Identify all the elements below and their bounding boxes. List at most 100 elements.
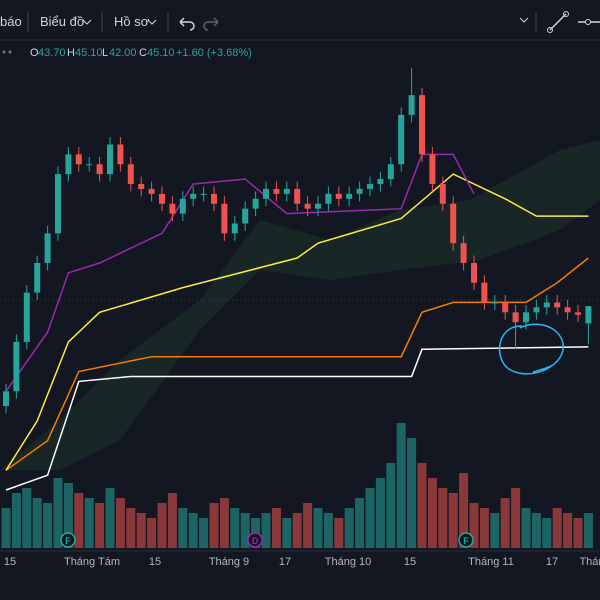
- volume-bar: [115, 498, 125, 548]
- event-label: F: [463, 536, 469, 546]
- dropdown-icon: [147, 19, 157, 25]
- horizontal-line-tool[interactable]: [578, 19, 600, 25]
- candle-body: [3, 391, 9, 407]
- volume-bar: [209, 503, 219, 548]
- candle-body: [439, 183, 446, 204]
- volume-bar: [531, 513, 541, 548]
- candle-body: [325, 193, 332, 204]
- x-axis-label: 15: [4, 556, 16, 568]
- candle-body: [65, 154, 72, 175]
- tool-dot: [585, 19, 591, 25]
- candle-body: [169, 203, 176, 214]
- candle-body: [273, 188, 280, 194]
- candle-body: [117, 144, 124, 165]
- high-label: H: [67, 47, 75, 59]
- candle-body: [34, 262, 41, 293]
- x-axis-label: 15: [149, 556, 161, 568]
- tool-dot: [547, 27, 553, 33]
- tool-dot: [563, 11, 569, 17]
- candle-body: [512, 312, 519, 323]
- candle-body: [356, 188, 363, 194]
- volume-bar: [32, 498, 42, 548]
- candle-body: [585, 306, 592, 324]
- drawn-circle: [499, 323, 565, 375]
- volume-bar: [271, 508, 281, 548]
- candle-body: [398, 114, 405, 165]
- x-axis-label: Tháng 9: [209, 556, 249, 568]
- candle-body: [96, 164, 103, 175]
- redo-button[interactable]: [203, 17, 219, 31]
- volume-bar: [573, 518, 583, 548]
- volume-bar: [11, 493, 21, 548]
- candle-body: [211, 193, 217, 204]
- candle-body: [294, 188, 301, 204]
- menu-report[interactable]: báo: [0, 14, 22, 29]
- trendline-tool[interactable]: [547, 11, 569, 33]
- candle-body: [242, 208, 249, 224]
- volume-bar: [344, 508, 354, 548]
- candle-body: [387, 164, 394, 180]
- volume-bar: [427, 478, 437, 548]
- tool-line: [549, 13, 567, 31]
- volume-bar: [167, 493, 177, 548]
- candle-body: [533, 307, 540, 313]
- volume-bar: [583, 513, 593, 548]
- candle-body: [543, 302, 550, 308]
- candle-body: [159, 193, 165, 204]
- volume-bar: [448, 493, 458, 548]
- low-label: L: [102, 47, 108, 59]
- candle-body: [564, 307, 571, 313]
- volume-bar: [417, 463, 427, 548]
- event-marker: [247, 532, 263, 548]
- volume-bar: [375, 478, 385, 548]
- volume-bar: [313, 508, 323, 548]
- volume-bar: [178, 508, 188, 548]
- candle-body: [502, 302, 509, 313]
- volume-bar: [469, 503, 479, 548]
- legend-dot: [2, 50, 6, 54]
- candle-body: [138, 183, 145, 189]
- volume-bar: [365, 488, 375, 548]
- menu-chart[interactable]: Biểu đồ: [40, 14, 84, 29]
- candle-body: [231, 223, 238, 234]
- low-value: 42.00: [109, 47, 137, 59]
- volume-bar: [199, 518, 209, 548]
- menu-profile[interactable]: Hồ sơ: [114, 14, 150, 29]
- volume-bar: [136, 513, 146, 548]
- undo-button[interactable]: [179, 17, 195, 31]
- event-marker: [458, 532, 474, 548]
- volume-bar: [230, 508, 240, 548]
- candle-body: [127, 164, 134, 184]
- candle-body: [283, 188, 290, 194]
- candle-body: [408, 95, 415, 115]
- dropdown-icon[interactable]: [519, 17, 529, 23]
- candle-body: [471, 262, 477, 283]
- volume-bar: [438, 488, 448, 548]
- open-label: O: [30, 47, 39, 59]
- event-label: D: [252, 536, 259, 546]
- x-axis-label: Tháng 10: [325, 556, 371, 568]
- volume-bar: [95, 503, 105, 548]
- candle-body: [429, 154, 436, 184]
- candle-body: [107, 144, 113, 175]
- volume-bar: [396, 423, 406, 548]
- candle-body: [554, 302, 561, 308]
- candle-body: [252, 198, 259, 209]
- candle-body: [23, 292, 30, 342]
- x-axis-label: 17: [546, 556, 558, 568]
- candle-body: [179, 198, 186, 214]
- volume-bar: [407, 438, 417, 548]
- candle-body: [55, 174, 61, 234]
- x-axis-label: Thán: [579, 556, 600, 568]
- change-value: +1.60 (+3.68%): [176, 47, 252, 59]
- close-label: C: [139, 47, 147, 59]
- volume-bar: [552, 508, 562, 548]
- candle-body: [200, 193, 207, 195]
- indicator-line: [5, 346, 589, 491]
- volume-bar: [511, 488, 521, 548]
- candle-body: [148, 188, 155, 194]
- volume-bar: [542, 518, 552, 548]
- volume-bar: [459, 473, 469, 548]
